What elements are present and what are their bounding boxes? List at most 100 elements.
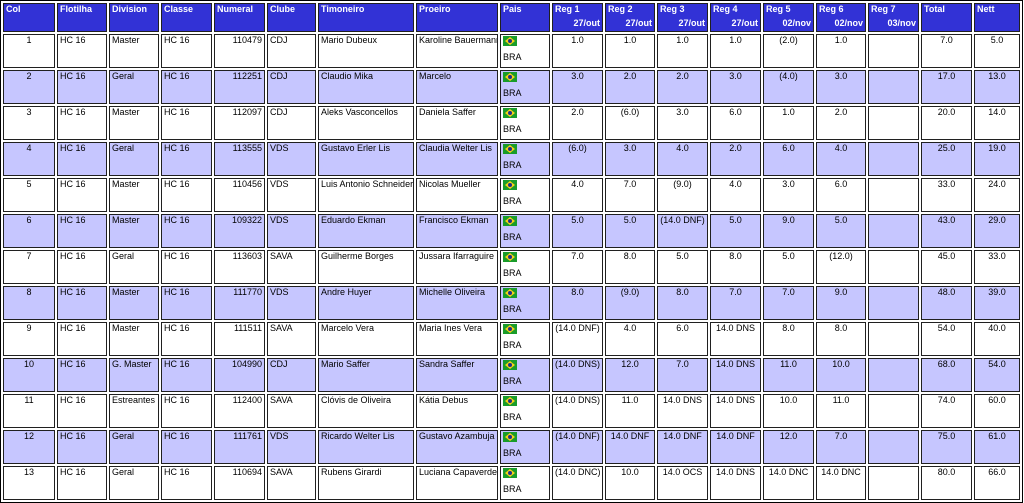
cell-col: 4 bbox=[3, 142, 55, 176]
cell-r3: (9.0) bbox=[657, 178, 708, 212]
cell-flotilha: HC 16 bbox=[57, 394, 107, 428]
cell-clube: CDJ bbox=[267, 34, 316, 68]
cell-r7 bbox=[868, 250, 919, 284]
cell-r3: 8.0 bbox=[657, 286, 708, 320]
cell-r2: (9.0) bbox=[605, 286, 655, 320]
cell-clube: VDS bbox=[267, 178, 316, 212]
cell-r3: 2.0 bbox=[657, 70, 708, 104]
cell-pais: BRA bbox=[500, 250, 550, 284]
brazil-flag-icon bbox=[503, 324, 517, 334]
cell-pais: BRA bbox=[500, 142, 550, 176]
cell-numeral: 111761 bbox=[214, 430, 265, 464]
cell-numeral: 112097 bbox=[214, 106, 265, 140]
cell-nett: 33.0 bbox=[974, 250, 1020, 284]
cell-division: Master bbox=[109, 106, 159, 140]
cell-numeral: 112400 bbox=[214, 394, 265, 428]
brazil-flag-icon bbox=[503, 288, 517, 298]
cell-r5: 7.0 bbox=[763, 286, 814, 320]
cell-pais: BRA bbox=[500, 286, 550, 320]
col-header-r5: Reg 5 02/nov bbox=[763, 3, 814, 32]
cell-proeiro: Marcelo bbox=[416, 70, 498, 104]
cell-r6: 5.0 bbox=[816, 214, 866, 248]
cell-numeral: 104990 bbox=[214, 358, 265, 392]
cell-flotilha: HC 16 bbox=[57, 70, 107, 104]
col-header-date: 02/nov bbox=[834, 18, 863, 28]
brazil-flag-icon bbox=[503, 72, 517, 82]
cell-proeiro: Gustavo Azambuja bbox=[416, 430, 498, 464]
cell-total: 17.0 bbox=[921, 70, 972, 104]
cell-proeiro: Luciana Capaverde bbox=[416, 466, 498, 500]
cell-clube: SAVA bbox=[267, 250, 316, 284]
cell-r2: 11.0 bbox=[605, 394, 655, 428]
cell-pais: BRA bbox=[500, 34, 550, 68]
cell-nett: 60.0 bbox=[974, 394, 1020, 428]
cell-r5: 8.0 bbox=[763, 322, 814, 356]
cell-r7 bbox=[868, 358, 919, 392]
col-header-label: Numeral bbox=[217, 4, 254, 14]
col-header-label: Classe bbox=[164, 4, 194, 14]
cell-r7 bbox=[868, 466, 919, 500]
cell-r2: 7.0 bbox=[605, 178, 655, 212]
table-row: 5 HC 16 Master HC 16 110456 VDS Luis Antonio S… bbox=[3, 178, 1020, 212]
cell-r2: 4.0 bbox=[605, 322, 655, 356]
cell-r1: 1.0 bbox=[552, 34, 603, 68]
col-header-date: 27/out bbox=[573, 18, 600, 28]
cell-r4: 14.0 DNS bbox=[710, 466, 761, 500]
cell-col: 6 bbox=[3, 214, 55, 248]
cell-r7 bbox=[868, 214, 919, 248]
cell-r4: 6.0 bbox=[710, 106, 761, 140]
cell-numeral: 112251 bbox=[214, 70, 265, 104]
cell-r1: (14.0 DNF) bbox=[552, 322, 603, 356]
table-row: 10 HC 16 G. Master HC 16 104990 CDJ Mario Saff… bbox=[3, 358, 1020, 392]
cell-flotilha: HC 16 bbox=[57, 142, 107, 176]
col-header-label: Reg 3 bbox=[660, 4, 685, 14]
table-row: 11 HC 16 Estreantes HC 16 112400 SAVA Clóvis d… bbox=[3, 394, 1020, 428]
cell-r6: 1.0 bbox=[816, 34, 866, 68]
brazil-flag-icon bbox=[503, 108, 517, 118]
cell-clube: CDJ bbox=[267, 358, 316, 392]
cell-r3: (14.0 DNF) bbox=[657, 214, 708, 248]
cell-r2: 8.0 bbox=[605, 250, 655, 284]
cell-flotilha: HC 16 bbox=[57, 286, 107, 320]
country-code: BRA bbox=[503, 376, 522, 386]
cell-flotilha: HC 16 bbox=[57, 322, 107, 356]
cell-r6: 3.0 bbox=[816, 70, 866, 104]
col-header-label: Reg 1 bbox=[555, 4, 580, 14]
cell-numeral: 111511 bbox=[214, 322, 265, 356]
cell-col: 7 bbox=[3, 250, 55, 284]
col-header-date: 03/nov bbox=[887, 18, 916, 28]
country-code: BRA bbox=[503, 268, 522, 278]
cell-r1: (14.0 DNS) bbox=[552, 358, 603, 392]
cell-total: 54.0 bbox=[921, 322, 972, 356]
cell-clube: SAVA bbox=[267, 466, 316, 500]
cell-r6: (12.0) bbox=[816, 250, 866, 284]
cell-nett: 29.0 bbox=[974, 214, 1020, 248]
cell-r5: 5.0 bbox=[763, 250, 814, 284]
cell-nett: 13.0 bbox=[974, 70, 1020, 104]
col-header-flotilha: Flotilha bbox=[57, 3, 107, 32]
cell-r3: 6.0 bbox=[657, 322, 708, 356]
cell-col: 2 bbox=[3, 70, 55, 104]
cell-pais: BRA bbox=[500, 178, 550, 212]
cell-proeiro: Daniela Saffer bbox=[416, 106, 498, 140]
cell-flotilha: HC 16 bbox=[57, 178, 107, 212]
table-row: 4 HC 16 Geral HC 16 113555 VDS Gustavo Erler L… bbox=[3, 142, 1020, 176]
cell-r1: 4.0 bbox=[552, 178, 603, 212]
cell-total: 25.0 bbox=[921, 142, 972, 176]
cell-total: 48.0 bbox=[921, 286, 972, 320]
cell-pais: BRA bbox=[500, 322, 550, 356]
cell-total: 68.0 bbox=[921, 358, 972, 392]
cell-r4: 8.0 bbox=[710, 250, 761, 284]
cell-division: Geral bbox=[109, 466, 159, 500]
cell-r2: (6.0) bbox=[605, 106, 655, 140]
results-header: Col Flotilha Division Classe Numeral Clube Tim… bbox=[3, 3, 1020, 32]
cell-numeral: 113603 bbox=[214, 250, 265, 284]
cell-r5: 6.0 bbox=[763, 142, 814, 176]
cell-r2: 14.0 DNF bbox=[605, 430, 655, 464]
cell-total: 80.0 bbox=[921, 466, 972, 500]
col-header-total: Total bbox=[921, 3, 972, 32]
cell-col: 5 bbox=[3, 178, 55, 212]
cell-flotilha: HC 16 bbox=[57, 214, 107, 248]
col-header-label: Reg 4 bbox=[713, 4, 738, 14]
